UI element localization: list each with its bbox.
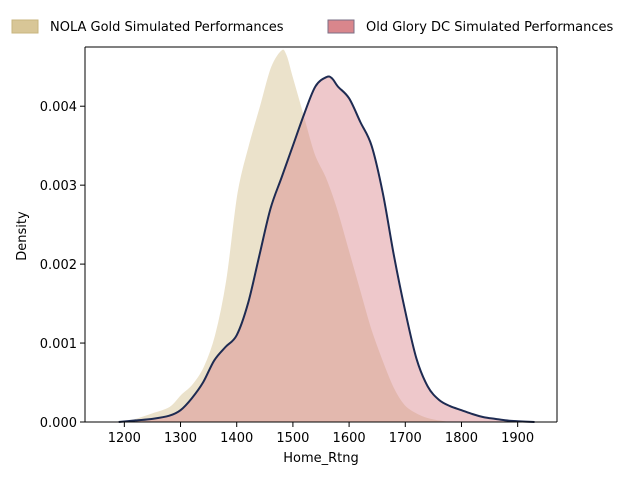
x-axis-title: Home_Rtng [283, 451, 359, 466]
density-area-nola-gold [118, 48, 473, 423]
density-line-old-glory-dc [118, 75, 535, 423]
series-layer [118, 48, 535, 423]
x-tick-label-1200: 1200 [108, 431, 141, 446]
legend: NOLA Gold Simulated Performances Old Glo… [11, 19, 613, 35]
x-tick-label-1900: 1900 [501, 431, 534, 446]
x-tick-label-1700: 1700 [389, 431, 422, 446]
x-tick-label-1500: 1500 [276, 431, 309, 446]
x-tick-label-1400: 1400 [220, 431, 253, 446]
y-axis-title: Density [15, 211, 30, 261]
legend-label-nola-gold: NOLA Gold Simulated Performances [50, 20, 284, 35]
density-line-nola-gold [118, 48, 473, 423]
density-area-old-glory-dc [118, 76, 535, 422]
legend-swatch-nola-gold [11, 19, 39, 34]
y-tick-label-3: 0.003 [40, 179, 77, 194]
y-tick-label-1: 0.001 [40, 337, 77, 352]
x-tick-label-1800: 1800 [445, 431, 478, 446]
x-tick-label-1600: 1600 [333, 431, 366, 446]
legend-swatch-old-glory-dc [327, 19, 355, 34]
axes-layer: 1200 1300 1400 1500 1600 1700 1800 1900 0.000 0.0… [40, 46, 558, 446]
legend-label-old-glory-dc: Old Glory DC Simulated Performances [366, 20, 613, 35]
y-tick-label-0: 0.000 [40, 416, 77, 431]
y-tick-label-2: 0.002 [40, 258, 77, 273]
y-tick-label-4: 0.004 [40, 100, 77, 115]
x-tick-label-1300: 1300 [164, 431, 197, 446]
